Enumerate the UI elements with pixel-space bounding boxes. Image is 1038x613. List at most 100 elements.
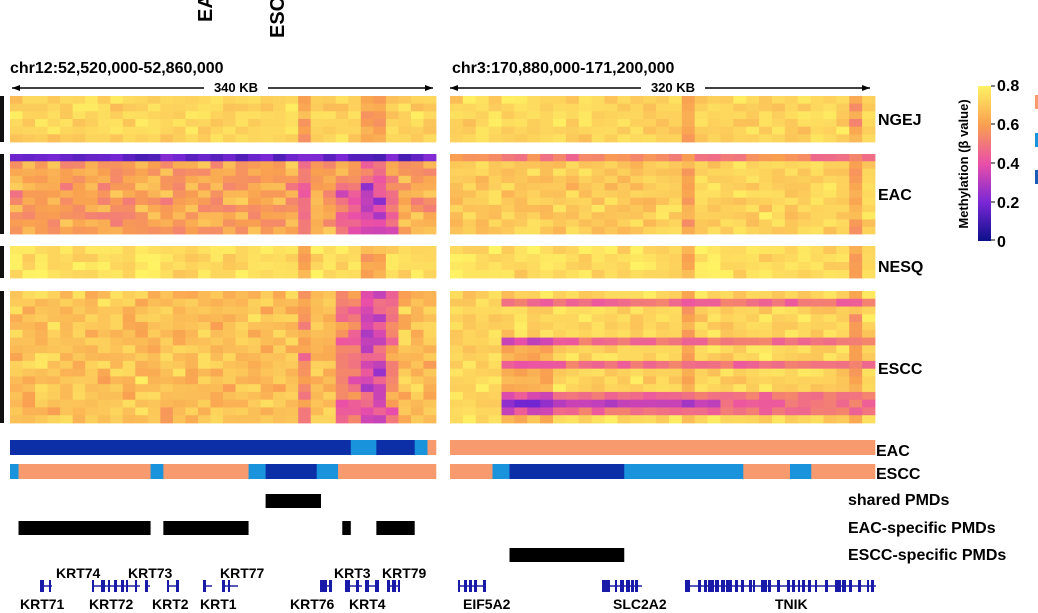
heatmap-cell bbox=[398, 246, 412, 255]
heatmap-cell bbox=[423, 291, 437, 300]
heatmap-cell bbox=[47, 298, 61, 307]
heatmap-cell bbox=[135, 322, 149, 331]
heatmap-cell bbox=[97, 168, 111, 177]
heatmap-cell bbox=[235, 360, 249, 370]
heatmap-cell bbox=[527, 175, 541, 184]
heatmap-cell bbox=[643, 407, 657, 416]
pmd-bar bbox=[18, 521, 151, 535]
heatmap-cell bbox=[197, 190, 211, 199]
heatmap-cell bbox=[285, 360, 299, 370]
heatmap-cell bbox=[172, 204, 186, 213]
heatmap-cell bbox=[60, 415, 74, 424]
heatmap-cell bbox=[656, 168, 670, 177]
heatmap-cell bbox=[668, 360, 683, 370]
heatmap-cell bbox=[298, 262, 312, 271]
heatmap-cell bbox=[47, 212, 61, 220]
heatmap-cell bbox=[759, 161, 773, 169]
heatmap-cell bbox=[85, 337, 99, 346]
heatmap-cell bbox=[578, 96, 593, 105]
heatmap-cell bbox=[185, 161, 199, 169]
heatmap-cell bbox=[310, 314, 324, 323]
heatmap-cell bbox=[22, 175, 36, 184]
heatmap-cell bbox=[501, 126, 515, 135]
heatmap-cell bbox=[423, 345, 437, 354]
pmd-track-segment bbox=[743, 464, 791, 479]
heatmap-cell bbox=[335, 126, 349, 135]
heatmap-cell bbox=[85, 270, 99, 279]
heatmap-cell bbox=[185, 384, 199, 393]
heatmap-cell bbox=[540, 168, 554, 177]
heatmap-cell bbox=[462, 154, 477, 162]
heatmap-cell bbox=[810, 119, 824, 128]
gene-label-slc2a2: SLC2A2 bbox=[613, 596, 667, 612]
heatmap-cell bbox=[385, 183, 399, 191]
heatmap-cell bbox=[617, 376, 631, 385]
heatmap-cell bbox=[385, 298, 399, 307]
heatmap-cell bbox=[849, 119, 863, 128]
heatmap-cell bbox=[72, 246, 86, 255]
heatmap-cell bbox=[235, 415, 249, 424]
heatmap-cell bbox=[97, 298, 111, 307]
heatmap-cell bbox=[784, 126, 799, 135]
heatmap-cell bbox=[298, 219, 312, 228]
heatmap-cell bbox=[223, 254, 236, 263]
heatmap-cell bbox=[310, 376, 324, 385]
heatmap-cell bbox=[35, 360, 48, 370]
heatmap-cell bbox=[110, 119, 124, 128]
heatmap-cell bbox=[488, 391, 502, 401]
heatmap-cell bbox=[385, 103, 399, 112]
heatmap-cell bbox=[285, 407, 299, 416]
heatmap-cell bbox=[527, 399, 541, 408]
heatmap-cell bbox=[720, 183, 734, 191]
heatmap-cell bbox=[335, 399, 349, 408]
heatmap-cell bbox=[656, 183, 670, 191]
gene-exon bbox=[685, 580, 689, 592]
heatmap-cell bbox=[260, 175, 274, 184]
heatmap-cell bbox=[694, 197, 708, 206]
heatmap-cell bbox=[694, 353, 708, 362]
heatmap-cell bbox=[348, 399, 362, 408]
heatmap-cell bbox=[836, 246, 850, 255]
heatmap-cell bbox=[122, 376, 136, 385]
heatmap-cell bbox=[578, 329, 593, 338]
heatmap-cell bbox=[10, 399, 23, 408]
heatmap-cell bbox=[707, 175, 721, 184]
heatmap-cell bbox=[260, 126, 274, 135]
heatmap-cell bbox=[285, 219, 299, 228]
heatmap-cell bbox=[323, 384, 337, 393]
heatmap-cell bbox=[323, 345, 337, 354]
heatmap-cell bbox=[410, 126, 424, 135]
heatmap-cell bbox=[310, 262, 324, 271]
heatmap-cell bbox=[771, 399, 786, 408]
heatmap-cell bbox=[248, 204, 261, 213]
heatmap-cell bbox=[643, 353, 657, 362]
heatmap-cell bbox=[298, 415, 312, 424]
heatmap-cell bbox=[810, 161, 824, 169]
heatmap-cell bbox=[784, 154, 799, 162]
heatmap-cell bbox=[160, 314, 174, 323]
heatmap-cell bbox=[501, 134, 515, 143]
heatmap-cell bbox=[47, 360, 61, 370]
heatmap-cell bbox=[604, 329, 618, 338]
heatmap-cell bbox=[22, 345, 36, 354]
heatmap-cell bbox=[488, 270, 502, 279]
heatmap-cell bbox=[540, 329, 554, 338]
heatmap-cell bbox=[197, 314, 211, 323]
heatmap-cell bbox=[97, 254, 111, 263]
heatmap-cell bbox=[553, 190, 567, 199]
heatmap-cell bbox=[273, 219, 287, 228]
heatmap-cell bbox=[694, 226, 708, 235]
heatmap-cell bbox=[630, 168, 644, 177]
heatmap-cell bbox=[298, 126, 312, 135]
heatmap-cell bbox=[604, 119, 618, 128]
heatmap-cell bbox=[630, 306, 644, 315]
heatmap-cell bbox=[527, 262, 541, 271]
pmd-track-segment bbox=[509, 464, 625, 479]
heatmap-cell bbox=[410, 204, 424, 213]
heatmap-cell bbox=[248, 168, 261, 177]
heatmap-cell bbox=[617, 96, 631, 105]
gene-label-krt3: KRT3 bbox=[334, 565, 371, 581]
heatmap-cell bbox=[60, 399, 74, 408]
heatmap-cell bbox=[862, 168, 876, 177]
